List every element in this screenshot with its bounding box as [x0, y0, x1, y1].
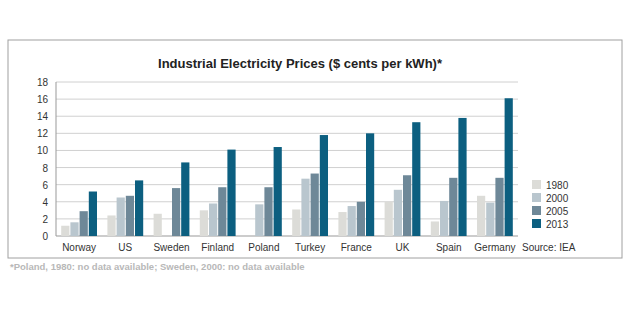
bar: [348, 206, 356, 236]
bar: [107, 215, 115, 236]
y-tick-label: 18: [37, 77, 49, 88]
legend-label: 2005: [546, 206, 569, 217]
bar: [366, 133, 374, 236]
bar: [61, 226, 69, 236]
y-tick-label: 8: [42, 163, 48, 174]
bar: [403, 175, 411, 236]
bar: [181, 162, 189, 236]
bar: [264, 187, 272, 236]
legend-swatch: [532, 206, 541, 215]
bars: [61, 98, 513, 236]
bar: [431, 221, 439, 236]
bar: [255, 204, 263, 236]
bar: [172, 188, 180, 236]
bar: [117, 198, 125, 237]
legend-swatch: [532, 193, 541, 202]
bar: [218, 187, 226, 236]
y-tick-label: 2: [42, 214, 48, 225]
bar: [394, 190, 402, 236]
x-tick-label: Germany: [474, 242, 515, 253]
grid-line: [56, 82, 518, 83]
bar: [440, 201, 448, 236]
bar: [70, 222, 78, 236]
bar: [385, 202, 393, 236]
bar: [449, 178, 457, 236]
x-tick-label: Poland: [248, 242, 279, 253]
bar: [200, 210, 208, 236]
bar: [338, 212, 346, 236]
grid-line: [56, 133, 518, 134]
bar: [477, 196, 485, 236]
legend-label: 1980: [546, 180, 569, 191]
y-tick-label: 10: [37, 145, 49, 156]
bar: [458, 118, 466, 236]
bar: [209, 203, 217, 236]
bar: [274, 147, 282, 236]
y-tick-label: 14: [37, 111, 49, 122]
x-tick-label: Turkey: [295, 242, 325, 253]
x-tick-label: Spain: [436, 242, 462, 253]
y-tick-label: 4: [42, 197, 48, 208]
x-tick-label: France: [341, 242, 373, 253]
grid-line: [56, 236, 518, 237]
y-tick-label: 16: [37, 94, 49, 105]
grid-line: [56, 167, 518, 168]
bar: [89, 192, 97, 236]
bar: [135, 180, 143, 236]
grid-line: [56, 150, 518, 151]
legend-label: 2013: [546, 219, 569, 230]
bar: [495, 178, 503, 236]
y-tick-label: 6: [42, 180, 48, 191]
x-tick-label: Sweden: [153, 242, 189, 253]
bar: [311, 174, 319, 236]
title: Industrial Electricity Prices ($ cents p…: [158, 56, 443, 71]
grid-line: [56, 201, 518, 202]
grid-line: [56, 99, 518, 100]
y-tick-label: 12: [37, 128, 49, 139]
x-tick-label: US: [118, 242, 132, 253]
bar: [227, 150, 235, 236]
y-axis: [56, 82, 57, 236]
bar: [320, 135, 328, 236]
legend-swatch: [532, 180, 541, 189]
bar: [486, 203, 494, 236]
chart: Industrial Electricity Prices ($ cents p…: [0, 0, 630, 335]
bar: [80, 211, 88, 236]
legend-label: 2000: [546, 193, 569, 204]
frame: [8, 40, 622, 258]
source: Source: IEA: [522, 242, 576, 253]
grid-line: [56, 116, 518, 117]
bar: [126, 196, 134, 236]
x-tick-label: Norway: [62, 242, 96, 253]
footnote: *Poland, 1980: no data available; Sweden…: [10, 261, 305, 272]
y-tick-label: 0: [42, 231, 48, 242]
bar: [505, 98, 513, 236]
bar: [292, 209, 300, 236]
x-tick-label: Finland: [201, 242, 234, 253]
grid-line: [56, 218, 518, 219]
bar: [357, 202, 365, 236]
bar: [301, 179, 309, 236]
legend-swatch: [532, 219, 541, 228]
x-tick-label: UK: [396, 242, 410, 253]
bar: [412, 122, 420, 236]
grid-line: [56, 184, 518, 185]
bar: [154, 214, 162, 236]
